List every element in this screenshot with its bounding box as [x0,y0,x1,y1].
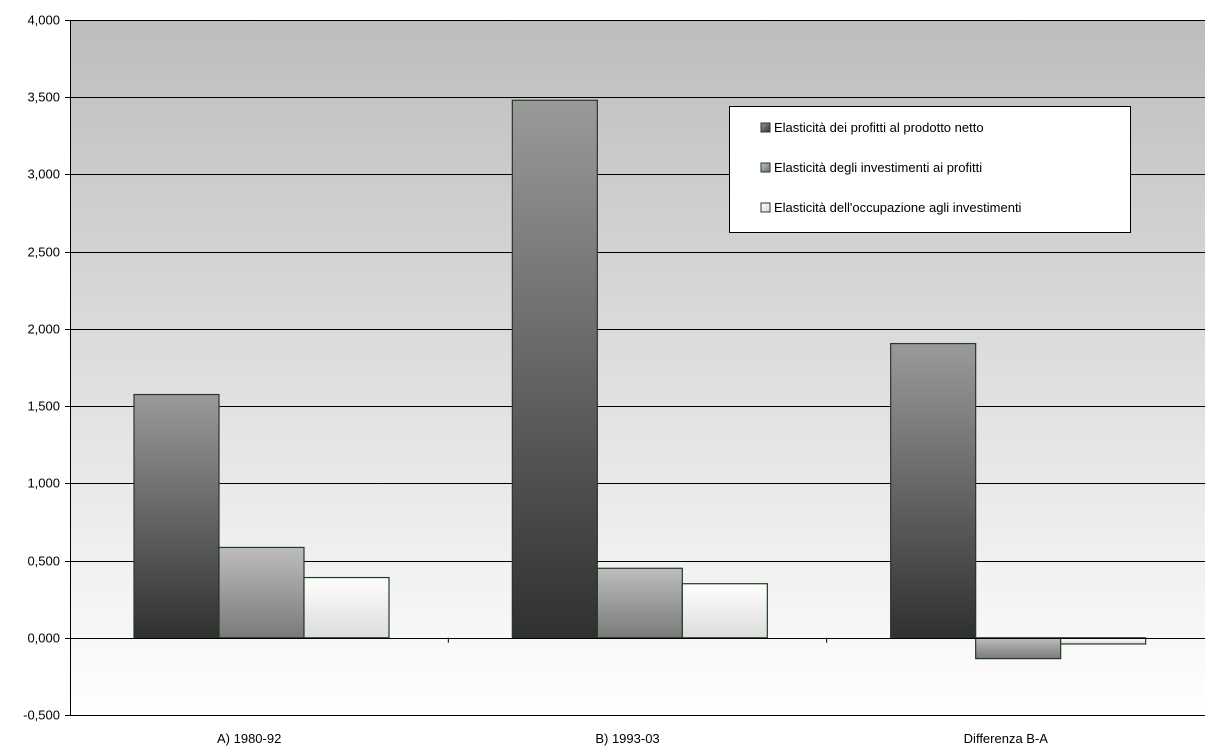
bar-2 [218,546,305,639]
x-tick-label: B) 1993-03 [595,731,659,746]
legend-box [729,106,1131,233]
legend-swatch [760,202,771,213]
y-tick-label: 0,000 [27,631,60,646]
bar-3 [303,576,390,639]
y-tick-label: 3,500 [27,90,60,105]
legend-label: Elasticità degli investimenti ai profitt… [774,160,982,175]
bar-1 [511,99,598,639]
legend-label: Elasticità dei profitti al prodotto nett… [774,120,984,135]
bar-1 [890,342,977,639]
legend-swatch [760,122,771,133]
y-tick-label: 1,000 [27,476,60,491]
y-tick-label: 4,000 [27,13,60,28]
bar-1 [133,393,220,639]
axes: -0,500 0,000 0,500 1,000 1,500 2,000 2,500 3,00… [23,13,1205,746]
legend-label: Elasticità dell'occupazione agli investi… [774,200,1022,215]
y-tick-label: 2,000 [27,322,60,337]
legend-swatch [760,162,771,173]
x-tick-label: Differenza B-A [964,731,1049,746]
x-tick-label: A) 1980-92 [217,731,281,746]
y-tick-label: 0,500 [27,554,60,569]
y-tick-label: 3,000 [27,167,60,182]
bar-3 [1060,637,1147,645]
y-tick-label: 1,500 [27,399,60,414]
y-tick-label: -0,500 [23,708,60,723]
bars [133,99,1147,660]
bar-2 [596,567,683,639]
bar-2 [975,637,1062,660]
y-tick-label: 2,500 [27,245,60,260]
bar-3 [681,583,768,639]
legend: Elasticità dei profitti al prodotto nett… [729,106,1131,233]
